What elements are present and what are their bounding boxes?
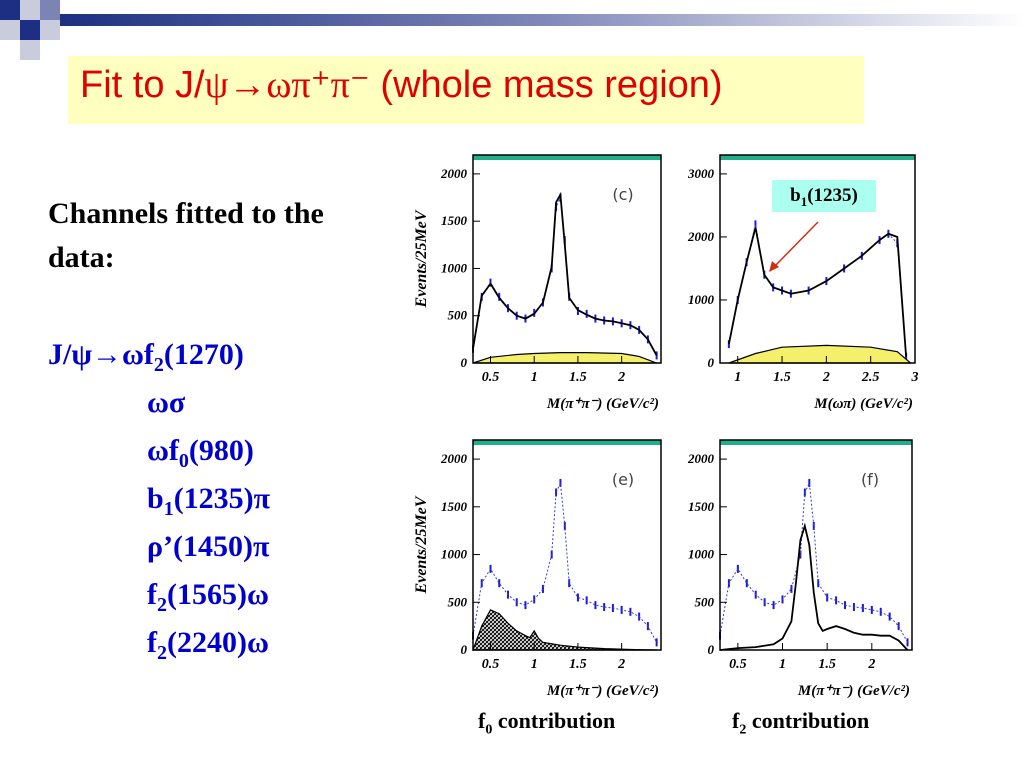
panel-2-ytick-label-1: 500: [448, 594, 468, 609]
channels-heading: Channels fitted to the data:: [48, 197, 324, 274]
panel-3-xlabel: M(π⁺π⁻) (GeV/c²): [797, 683, 910, 699]
b1-arrow-head: [769, 261, 779, 272]
panel-2-xtick-label-0: 0.5: [482, 657, 500, 672]
panel-3-xtick-label-3: 2: [867, 657, 875, 672]
panel-0-ytick-label-2: 1000: [441, 260, 468, 275]
corner-square-1: [0, 0, 20, 20]
panel-0-ytick-label-3: 1500: [441, 213, 468, 228]
panel-2-hatched-contribution: [472, 609, 657, 651]
panel-0-xlabel: M(π⁺π⁻) (GeV/c²): [546, 396, 659, 412]
panel-0-fit-line: [472, 191, 658, 356]
panel-3-label: (f): [861, 470, 879, 489]
panel-0-ytick-label-1: 500: [448, 308, 468, 323]
panel-3-ytick-label-3: 1500: [688, 499, 715, 514]
panel-1-xtick-label-4: 3: [911, 370, 919, 385]
panel-0-top-band: [473, 155, 661, 160]
panel-1-xtick-label-2: 2: [822, 370, 830, 385]
panel-3-xtick-label-2: 1.5: [818, 657, 836, 672]
panel-3-frame: [719, 439, 913, 651]
caption-f0: f0 contribution: [478, 708, 616, 738]
panel-1-top-band: [720, 155, 915, 160]
panel-0-xtick-label-0: 0.5: [482, 370, 500, 385]
panel-3-ytick-label-4: 2000: [687, 451, 715, 466]
header-gradient-bar: [60, 14, 1024, 26]
panel-3-data-trace: [719, 481, 908, 643]
title-background: [68, 56, 864, 124]
panel-1-data-trace: [728, 224, 907, 357]
panel-2-xtick-label-1: 1: [531, 657, 538, 672]
panel-0-xtick-label-2: 1.5: [569, 370, 587, 385]
panel-0-xtick-label-1: 1: [531, 370, 538, 385]
channel-2: ωσ: [147, 386, 186, 419]
channel-5: ρ’(1450)π: [147, 530, 270, 563]
panel-0-ytick-label-4: 2000: [440, 166, 468, 181]
panel-2-ytick-label-4: 2000: [440, 451, 468, 466]
panel-0-ylabel: Events/25MeV: [413, 209, 430, 308]
panel-1-ytick-label-3: 3000: [687, 166, 715, 181]
corner-square-6: [40, 20, 60, 40]
corner-square-3: [40, 0, 60, 20]
b1-annotation-label: b1(1235): [772, 180, 876, 212]
panel-1-ytick-label-2: 2000: [687, 229, 715, 244]
channel-7: f2(2240)ω: [147, 626, 269, 664]
panel-3-ytick-label-1: 500: [695, 594, 715, 609]
panel-2-ytick-label-3: 1500: [441, 499, 468, 514]
panel-2-xtick-label-2: 1.5: [569, 657, 587, 672]
panel-2-frame: [472, 439, 662, 651]
b1-arrow-line: [772, 221, 819, 269]
panel-1-background-fill: [728, 344, 913, 364]
panel-2-label: (e): [612, 470, 634, 489]
panel-3-ytick-label-2: 1000: [688, 547, 715, 562]
panel-1-xtick-label-3: 2.5: [861, 370, 880, 385]
panel-0-frame: [472, 154, 662, 364]
panel-2-top-band: [473, 440, 661, 445]
panel-1-xtick-label-1: 1.5: [773, 370, 791, 385]
panel-2-xtick-label-3: 2: [617, 657, 625, 672]
corner-square-5: [20, 20, 40, 40]
panel-1-ytick-label-1: 1000: [688, 292, 715, 307]
channel-6: f2(1565)ω: [147, 578, 269, 616]
slide-title: Fit to J/ψ→ωπ⁺π⁻ (whole mass region): [80, 64, 723, 106]
panel-3-ytick-label-0: 0: [708, 642, 715, 657]
panel-1-xlabel: M(ωπ) (GeV/c²): [813, 396, 913, 412]
panel-2-ylabel: Events/25MeV: [413, 495, 430, 594]
panel-1-xtick-label-0: 1: [734, 370, 741, 385]
panel-1-frame: [719, 154, 916, 364]
channel-1: J/ψ→ωf2(1270): [48, 338, 244, 376]
channel-4: b1(1235)π: [147, 482, 271, 520]
corner-square-7: [20, 40, 40, 60]
panel-1-fit-line: [728, 227, 907, 357]
title-formula: ψ→ωπ⁺π⁻: [204, 64, 370, 106]
panel-3-xtick-label-0: 0.5: [729, 657, 747, 672]
caption-f2: f2 contribution: [732, 708, 870, 738]
corner-square-4: [0, 20, 20, 40]
panel-2-ytick-label-2: 1000: [441, 547, 468, 562]
panel-0-label: (c): [612, 185, 633, 204]
panel-3-xtick-label-1: 1: [779, 657, 786, 672]
channel-3: ωf0(980): [147, 434, 254, 472]
panel-3-contribution-line: [719, 522, 909, 651]
panel-3-top-band: [720, 440, 912, 445]
panel-1-ytick-label-0: 0: [708, 355, 715, 370]
panel-2-xlabel: M(π⁺π⁻) (GeV/c²): [546, 683, 659, 699]
panel-0-data-trace: [472, 195, 658, 356]
panel-0-ytick-label-0: 0: [461, 355, 468, 370]
panel-2-ytick-label-0: 0: [461, 642, 468, 657]
panel-0-xtick-label-3: 2: [617, 370, 625, 385]
panel-0-background-fill: [472, 352, 657, 364]
corner-square-2: [20, 0, 40, 20]
